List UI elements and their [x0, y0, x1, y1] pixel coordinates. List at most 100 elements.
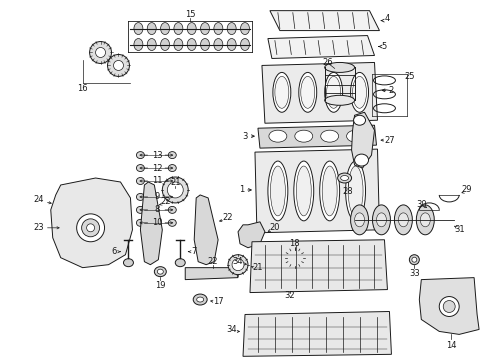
Text: 13: 13: [152, 150, 163, 159]
Ellipse shape: [353, 76, 367, 108]
Ellipse shape: [161, 39, 170, 50]
Polygon shape: [270, 11, 379, 31]
Ellipse shape: [241, 39, 249, 50]
Ellipse shape: [301, 76, 315, 108]
Ellipse shape: [193, 294, 207, 305]
Ellipse shape: [187, 23, 196, 35]
Ellipse shape: [227, 39, 236, 50]
Ellipse shape: [321, 130, 339, 142]
Ellipse shape: [168, 165, 176, 171]
Ellipse shape: [167, 182, 183, 198]
Ellipse shape: [168, 193, 176, 201]
Polygon shape: [238, 222, 265, 248]
Ellipse shape: [241, 23, 249, 35]
Ellipse shape: [299, 72, 317, 112]
Ellipse shape: [269, 130, 287, 142]
Ellipse shape: [345, 161, 366, 221]
Text: 4: 4: [385, 14, 390, 23]
Ellipse shape: [232, 259, 244, 271]
Text: 15: 15: [185, 10, 196, 19]
Ellipse shape: [350, 205, 368, 235]
Text: 23: 23: [33, 223, 44, 232]
Ellipse shape: [346, 130, 365, 142]
Text: 9: 9: [155, 193, 160, 202]
Text: 10: 10: [152, 218, 163, 227]
Polygon shape: [262, 62, 377, 123]
Text: 6: 6: [112, 247, 117, 256]
Text: 34: 34: [227, 325, 237, 334]
Ellipse shape: [279, 264, 301, 285]
Ellipse shape: [319, 161, 340, 221]
Text: 22: 22: [160, 197, 171, 206]
Text: 2: 2: [389, 86, 394, 95]
Ellipse shape: [168, 219, 176, 226]
Ellipse shape: [376, 213, 387, 227]
Polygon shape: [258, 125, 376, 148]
Ellipse shape: [136, 152, 145, 159]
Ellipse shape: [420, 213, 430, 227]
Text: 21: 21: [170, 179, 180, 188]
Ellipse shape: [273, 72, 291, 112]
Ellipse shape: [416, 205, 434, 235]
Text: 22: 22: [208, 257, 219, 266]
Ellipse shape: [325, 72, 343, 112]
Ellipse shape: [96, 48, 105, 58]
Text: 7: 7: [192, 247, 197, 256]
Ellipse shape: [174, 23, 183, 35]
Ellipse shape: [372, 205, 391, 235]
Ellipse shape: [134, 39, 143, 50]
Ellipse shape: [82, 219, 99, 237]
Ellipse shape: [341, 176, 348, 180]
Ellipse shape: [325, 95, 355, 105]
Text: 30: 30: [416, 201, 427, 210]
Ellipse shape: [136, 193, 145, 201]
Ellipse shape: [147, 23, 156, 35]
Ellipse shape: [228, 255, 248, 275]
Ellipse shape: [157, 269, 163, 274]
Text: 26: 26: [322, 58, 333, 67]
Text: 33: 33: [409, 269, 420, 278]
Text: 31: 31: [454, 225, 465, 234]
Ellipse shape: [274, 259, 306, 291]
Ellipse shape: [409, 255, 419, 265]
Polygon shape: [51, 178, 132, 268]
Ellipse shape: [412, 257, 417, 262]
Ellipse shape: [147, 39, 156, 50]
Ellipse shape: [355, 213, 365, 227]
Ellipse shape: [355, 154, 368, 166]
Ellipse shape: [214, 23, 223, 35]
Ellipse shape: [175, 259, 185, 267]
Ellipse shape: [168, 152, 176, 159]
Ellipse shape: [296, 166, 311, 216]
Text: 28: 28: [343, 188, 353, 197]
Ellipse shape: [200, 39, 210, 50]
Text: 1: 1: [240, 185, 245, 194]
Text: 17: 17: [213, 297, 223, 306]
Ellipse shape: [348, 166, 363, 216]
Ellipse shape: [174, 39, 183, 50]
Ellipse shape: [136, 165, 145, 171]
Text: 16: 16: [77, 84, 88, 93]
Ellipse shape: [161, 23, 170, 35]
Polygon shape: [243, 311, 392, 356]
Ellipse shape: [350, 72, 368, 112]
Ellipse shape: [295, 130, 313, 142]
Text: 8: 8: [155, 206, 160, 215]
Ellipse shape: [443, 301, 455, 312]
Text: 18: 18: [290, 239, 300, 248]
Ellipse shape: [136, 177, 145, 184]
Text: 19: 19: [155, 281, 166, 290]
Ellipse shape: [76, 214, 104, 242]
Text: 22: 22: [223, 213, 233, 222]
Polygon shape: [185, 268, 238, 280]
Ellipse shape: [196, 297, 204, 302]
Text: 29: 29: [462, 185, 472, 194]
Text: 32: 32: [285, 291, 295, 300]
Text: 34: 34: [233, 257, 244, 266]
Ellipse shape: [294, 161, 314, 221]
Polygon shape: [250, 240, 388, 293]
Ellipse shape: [214, 39, 223, 50]
Ellipse shape: [134, 23, 143, 35]
Text: 14: 14: [446, 341, 457, 350]
Ellipse shape: [187, 39, 196, 50]
